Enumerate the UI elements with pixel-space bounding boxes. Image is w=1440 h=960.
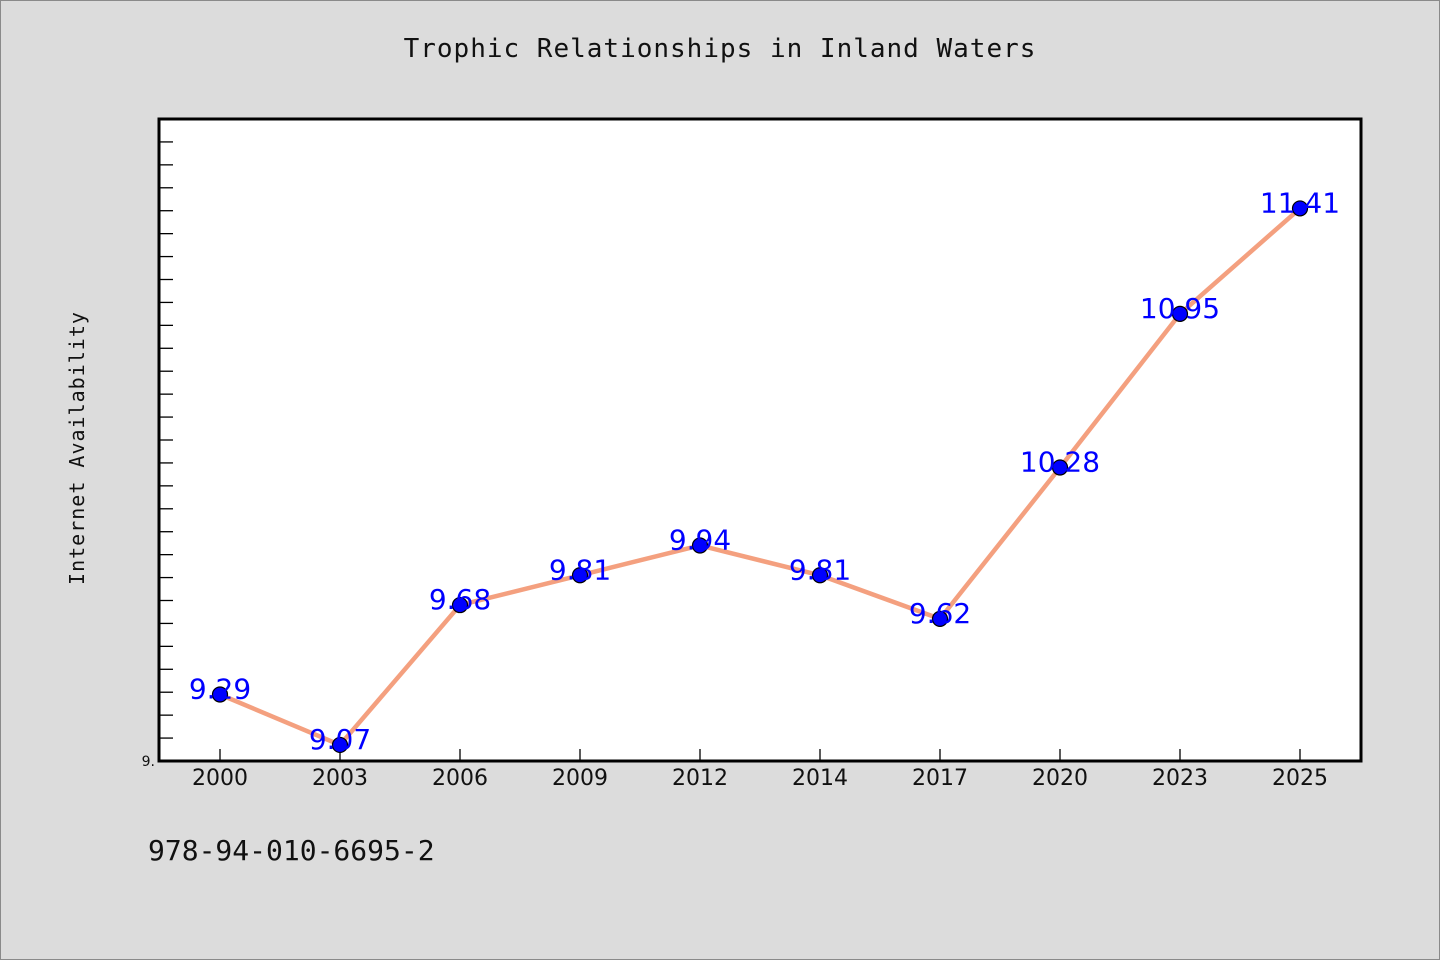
data-label: 10.95 bbox=[1140, 292, 1220, 325]
data-point bbox=[451, 596, 469, 614]
y-tick-label: 9. bbox=[142, 754, 155, 770]
chart-title: Trophic Relationships in Inland Waters bbox=[403, 34, 1037, 64]
data-label: 9.07 bbox=[309, 723, 371, 756]
x-tick-label: 2023 bbox=[1152, 766, 1208, 791]
x-axis-ticks: 2000 2003 2006 2009 2012 2014 2017 2020 2023 2025 bbox=[192, 749, 1328, 791]
x-tick-label: 2014 bbox=[792, 766, 848, 791]
x-tick-label: 2003 bbox=[312, 766, 368, 791]
data-label: 9.94 bbox=[669, 523, 731, 556]
plot-area bbox=[157, 117, 1363, 763]
data-point bbox=[211, 686, 229, 703]
data-label: 9.68 bbox=[429, 583, 491, 616]
data-point bbox=[571, 567, 589, 584]
data-label: 9.29 bbox=[189, 673, 251, 706]
x-tick-label: 2025 bbox=[1272, 766, 1328, 791]
x-tick-label: 2006 bbox=[432, 766, 488, 791]
isbn-code: 978-94-010-6695-2 bbox=[148, 834, 435, 867]
data-point bbox=[1051, 459, 1069, 476]
x-tick-label: 2017 bbox=[912, 766, 968, 791]
data-point bbox=[331, 736, 349, 754]
data-label: 9.81 bbox=[789, 553, 851, 586]
data-point bbox=[811, 567, 829, 584]
data-label: 9.62 bbox=[909, 597, 971, 630]
x-tick-label: 2012 bbox=[672, 766, 728, 791]
data-point bbox=[1171, 305, 1189, 322]
x-tick-label: 2020 bbox=[1032, 766, 1088, 791]
data-point bbox=[931, 610, 949, 627]
data-label: 10.28 bbox=[1020, 446, 1100, 479]
data-label: 9.81 bbox=[549, 553, 611, 586]
data-point bbox=[1291, 200, 1309, 217]
x-tick-label: 2009 bbox=[552, 766, 608, 791]
y-axis-ticks: 9. bbox=[142, 141, 173, 770]
x-tick-label: 2000 bbox=[192, 766, 248, 791]
data-label: 11.41 bbox=[1260, 186, 1340, 219]
data-point bbox=[691, 537, 709, 554]
series-line bbox=[217, 206, 1303, 748]
series-group bbox=[211, 200, 1309, 754]
data-labels: 9.29 9.07 9.68 9.81 9.94 9.81 9.62 10.28 10.95 11… bbox=[189, 186, 1340, 756]
